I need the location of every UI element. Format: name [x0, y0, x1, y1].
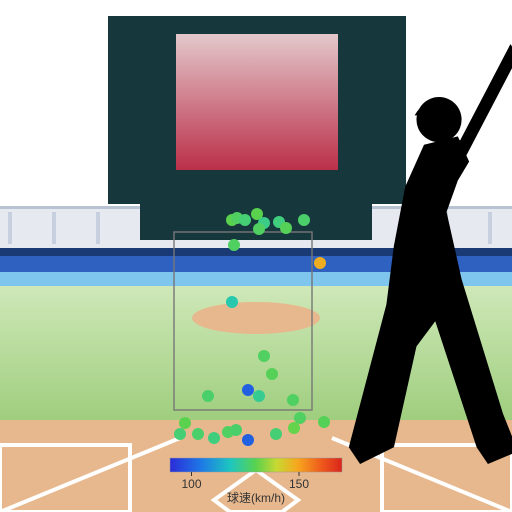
pitch-point — [253, 390, 265, 402]
pitch-point — [298, 214, 310, 226]
scoreboard-screen — [176, 34, 338, 170]
legend-tick-label: 100 — [181, 477, 201, 491]
pitch-point — [314, 257, 326, 269]
chart-svg: 100 150 球速(km/h) — [0, 0, 512, 512]
pitch-point — [174, 428, 186, 440]
pitch-point — [192, 428, 204, 440]
pitch-point — [318, 416, 330, 428]
pitch-point — [287, 394, 299, 406]
pitch-point — [242, 384, 254, 396]
pitch-point — [208, 432, 220, 444]
pitch-point — [253, 223, 265, 235]
pitch-point — [258, 350, 270, 362]
pitch-point — [280, 222, 292, 234]
pitch-point — [266, 368, 278, 380]
pitch-point — [228, 239, 240, 251]
pitch-point — [294, 412, 306, 424]
legend-axis-label: 球速(km/h) — [227, 491, 285, 505]
pitch-point — [239, 214, 251, 226]
pitch-point — [230, 424, 242, 436]
legend-tick-label: 150 — [289, 477, 309, 491]
pitch-point — [226, 296, 238, 308]
pitchers-mound — [192, 302, 320, 334]
pitch-location-chart: 100 150 球速(km/h) — [0, 0, 512, 512]
pitch-point — [288, 422, 300, 434]
pitch-point — [179, 417, 191, 429]
pitch-point — [242, 434, 254, 446]
pitch-point — [202, 390, 214, 402]
pitch-point — [270, 428, 282, 440]
